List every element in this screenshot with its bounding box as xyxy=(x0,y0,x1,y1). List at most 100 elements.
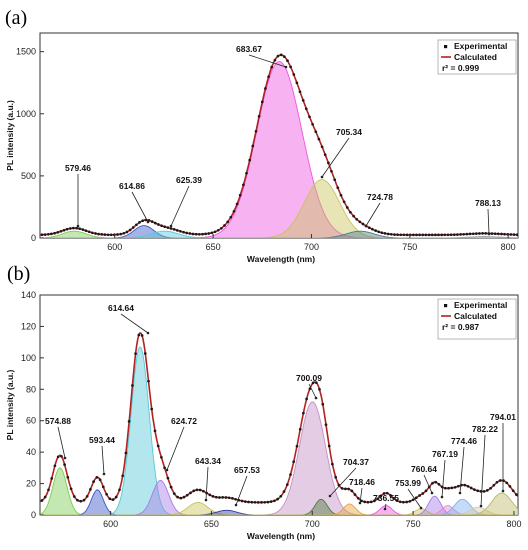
experimental-point xyxy=(339,193,343,197)
x-axis-label: Wavelength (nm) xyxy=(247,531,315,541)
experimental-point xyxy=(385,491,389,495)
experimental-point xyxy=(141,219,145,223)
peak-arrow-head xyxy=(102,472,106,476)
experimental-point xyxy=(128,228,132,232)
peak-arrow xyxy=(120,313,149,334)
y-tick-label: 140 xyxy=(21,290,36,300)
experimental-point xyxy=(198,488,202,492)
peak-arrow xyxy=(235,475,248,506)
experimental-point xyxy=(358,220,362,224)
peak-label-643.34: 643.34 xyxy=(195,456,221,466)
experimental-point xyxy=(336,186,340,190)
experimental-point xyxy=(324,423,328,427)
peak-arrow-head xyxy=(284,65,288,69)
experimental-point xyxy=(449,233,453,237)
plot-content xyxy=(40,332,518,515)
peak-arrow-head xyxy=(204,498,208,502)
experimental-point xyxy=(317,137,321,141)
experimental-point xyxy=(211,495,215,498)
peak-arrow-head xyxy=(328,494,332,498)
peak-label-767.19: 767.19 xyxy=(432,449,458,459)
experimental-point xyxy=(298,90,302,94)
experimental-point xyxy=(408,499,412,503)
experimental-point xyxy=(383,232,387,235)
experimental-point xyxy=(437,482,441,486)
y-tick-label: 500 xyxy=(21,171,36,181)
experimental-point xyxy=(232,209,236,213)
experimental-point xyxy=(157,223,160,226)
experimental-point xyxy=(243,500,247,503)
experimental-point xyxy=(377,230,381,234)
experimental-point xyxy=(389,232,393,236)
experimental-point xyxy=(153,429,157,433)
peak-label-593.44: 593.44 xyxy=(89,435,115,445)
experimental-point xyxy=(150,407,154,411)
experimental-point xyxy=(56,231,60,234)
peak-arrow xyxy=(459,446,465,494)
experimental-point xyxy=(279,494,283,498)
peak-label-718.46: 718.46 xyxy=(349,477,375,487)
experimental-point xyxy=(160,456,163,459)
peak-label-625.39: 625.39 xyxy=(176,175,202,185)
experimental-point xyxy=(495,480,499,484)
peak-arrow-head xyxy=(430,491,434,495)
experimental-point xyxy=(247,500,250,504)
experimental-point xyxy=(188,232,192,235)
peak-arrow-head xyxy=(487,232,491,236)
peak-arrow xyxy=(365,202,381,227)
x-tick-label: 800 xyxy=(501,242,516,252)
peak-label-700.09: 700.09 xyxy=(296,373,322,383)
experimental-point xyxy=(81,228,85,231)
experimental-point xyxy=(59,229,63,233)
peak-arrow xyxy=(131,191,149,223)
component-peak-614.86 xyxy=(40,225,518,238)
experimental-point xyxy=(131,384,134,387)
experimental-point xyxy=(264,87,267,90)
panel-label: (b) xyxy=(7,263,30,285)
experimental-point xyxy=(382,492,386,495)
experimental-point xyxy=(305,397,308,401)
legend-calculated-label: Calculated xyxy=(454,311,497,321)
y-tick-label: 0 xyxy=(31,510,36,520)
experimental-point xyxy=(301,99,305,102)
peak-arrow xyxy=(480,434,486,507)
experimental-point xyxy=(118,488,121,492)
experimental-point xyxy=(140,334,144,337)
experimental-point xyxy=(344,487,347,491)
plot-content xyxy=(40,53,518,238)
experimental-point xyxy=(84,229,88,233)
x-tick-label: 800 xyxy=(506,519,521,529)
experimental-point xyxy=(456,484,460,488)
experimental-point xyxy=(97,232,100,236)
peak-arrow xyxy=(170,185,190,227)
experimental-point xyxy=(347,487,350,491)
experimental-point xyxy=(273,58,277,62)
experimental-point xyxy=(191,232,195,236)
experimental-point xyxy=(250,500,254,504)
experimental-point xyxy=(220,226,223,230)
experimental-point xyxy=(248,158,252,162)
peak-label-736.55: 736.55 xyxy=(373,493,399,503)
experimental-point xyxy=(345,206,349,209)
experimental-point xyxy=(53,464,57,468)
experimental-point xyxy=(72,226,75,230)
experimental-point xyxy=(235,202,239,206)
experimental-point xyxy=(508,485,512,488)
experimental-point xyxy=(176,495,179,499)
experimental-point xyxy=(402,233,406,237)
component-peak-782.22 xyxy=(40,506,518,515)
experimental-point xyxy=(484,232,488,235)
experimental-point xyxy=(89,488,92,491)
experimental-point xyxy=(94,232,97,235)
experimental-point xyxy=(295,81,299,85)
experimental-point xyxy=(218,496,221,499)
experimental-point xyxy=(60,454,63,458)
experimental-point xyxy=(125,230,129,234)
y-axis-label: PL intensity (a.u.) xyxy=(5,369,15,440)
y-tick-label: 80 xyxy=(26,384,36,394)
experimental-point xyxy=(493,232,497,236)
peak-arrow-head xyxy=(383,507,387,511)
experimental-point xyxy=(468,232,472,236)
legend-calculated-label: Calculated xyxy=(454,52,497,62)
